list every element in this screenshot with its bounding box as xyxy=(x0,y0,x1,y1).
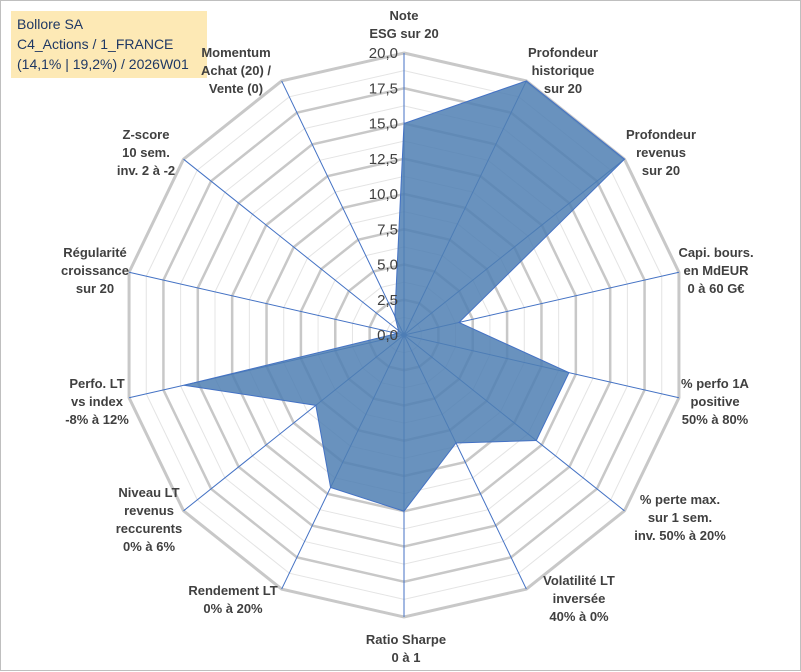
data-point xyxy=(525,80,527,82)
tick-label: 17,5 xyxy=(369,80,398,97)
data-point xyxy=(535,439,537,441)
tick-label: 20,0 xyxy=(369,45,398,62)
header-stats: (14,1% | 19,2%) / 2026W01 xyxy=(17,56,189,72)
tick-label: 5,0 xyxy=(377,257,398,274)
axis-label: Z-score 10 sem. inv. 2 à -2 xyxy=(117,127,175,178)
axis-label: Volatilité LT inversée 40% à 0% xyxy=(543,573,615,624)
axis-label: Note ESG sur 20 xyxy=(369,8,438,41)
tick-label: 15,0 xyxy=(369,116,398,133)
axis-label: Ratio Sharpe 0 à 1 xyxy=(366,632,446,665)
axis-label: Profondeur historique sur 20 xyxy=(528,45,598,96)
tick-label: 2,5 xyxy=(377,292,398,309)
tick-label: 12,5 xyxy=(369,151,398,168)
data-point xyxy=(330,486,332,488)
axis-label: Régularité croissance sur 20 xyxy=(61,245,129,296)
data-point xyxy=(403,510,405,512)
tick-label: 7,5 xyxy=(377,221,398,238)
data-point xyxy=(396,332,398,334)
axis-label: Niveau LT revenus reccurents 0% à 6% xyxy=(116,485,182,554)
data-point xyxy=(623,158,625,160)
axis-spoke xyxy=(281,80,405,336)
axis-label: Perfo. LT vs index -8% à 12% xyxy=(65,376,129,427)
header-category: C4_Actions / 1_FRANCE xyxy=(17,36,174,52)
chart-header: Bollore SA C4_Actions / 1_FRANCE (14,1% … xyxy=(11,11,207,78)
data-point xyxy=(394,315,396,317)
axis-spoke xyxy=(183,158,405,336)
header-company: Bollore SA xyxy=(17,16,84,32)
axis-spoke xyxy=(128,271,405,336)
data-point xyxy=(315,404,317,406)
data-point xyxy=(397,330,399,332)
data-area xyxy=(183,80,626,512)
axis-label: Momentum Achat (20) / Vente (0) xyxy=(201,45,271,96)
tick-label: 0,0 xyxy=(377,327,398,344)
data-point xyxy=(568,372,570,374)
axis-label: % perfo 1A positive 50% à 80% xyxy=(681,376,750,427)
axis-label: % perte max. sur 1 sem. inv. 50% à 20% xyxy=(634,492,726,543)
tick-label: 10,0 xyxy=(369,186,398,203)
data-point xyxy=(458,321,460,323)
data-point xyxy=(403,123,405,124)
data-point xyxy=(455,442,457,444)
axis-label: Capi. bours. en MdEUR 0 à 60 G€ xyxy=(678,245,753,296)
axis-label: Profondeur revenus sur 20 xyxy=(626,127,696,178)
data-point xyxy=(183,384,185,386)
axis-label: Rendement LT 0% à 20% xyxy=(188,583,277,616)
